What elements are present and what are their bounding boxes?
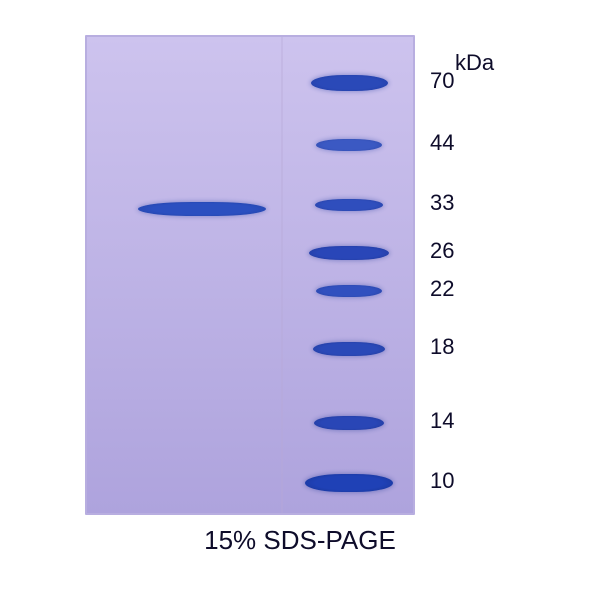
band-sample-0 [138,202,267,216]
marker-label-26: 26 [430,238,454,264]
marker-label-44: 44 [430,130,454,156]
marker-label-10: 10 [430,468,454,494]
unit-label: kDa [455,50,494,76]
band-marker-70 [311,75,388,91]
band-marker-14 [314,416,384,430]
marker-label-70: 70 [430,68,454,94]
gel-figure: kDa 70 44 33 26 22 18 14 10 [85,35,515,515]
band-marker-44 [316,139,382,151]
lane-divider [281,37,283,513]
marker-label-33: 33 [430,190,454,216]
band-marker-33 [315,199,383,211]
marker-label-22: 22 [430,276,454,302]
marker-label-18: 18 [430,334,454,360]
gel-background [87,37,413,513]
band-marker-18 [313,342,386,356]
gel-box [85,35,415,515]
marker-label-14: 14 [430,408,454,434]
band-marker-26 [309,246,388,260]
band-marker-10 [305,474,393,492]
band-marker-22 [316,285,382,297]
caption: 15% SDS-PAGE [204,525,396,556]
